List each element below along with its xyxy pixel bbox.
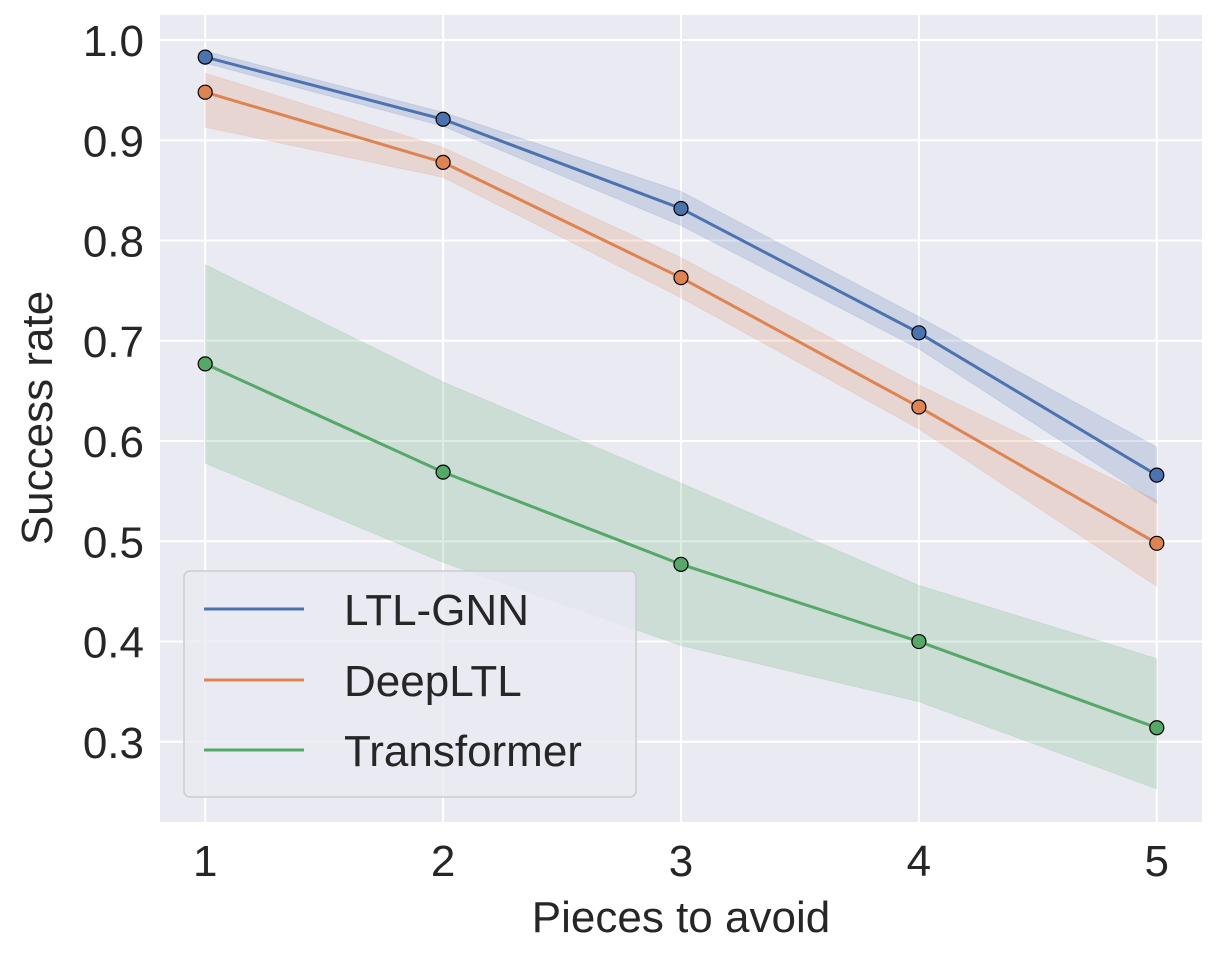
point-deepltl — [435, 154, 451, 170]
point-ltl-gnn — [197, 49, 213, 65]
x-tick-label: 3 — [669, 837, 693, 886]
point-deepltl — [197, 84, 213, 100]
point-ltl-gnn — [673, 200, 689, 217]
legend-box — [183, 570, 637, 798]
confidence-bands — [204, 50, 1158, 790]
y-tick-label: 0.5 — [83, 518, 144, 567]
point-ltl-gnn — [1149, 467, 1165, 483]
point-ltl-gnn — [911, 325, 927, 341]
x-tick-label: 1 — [193, 837, 217, 886]
y-tick-label: 0.7 — [83, 318, 144, 367]
y-tick-label: 0.4 — [83, 619, 144, 668]
x-tick-label: 5 — [1145, 837, 1169, 886]
legend-label-ltl-gnn: LTL-GNN — [344, 586, 529, 635]
band-transformer — [204, 263, 1158, 790]
point-deepltl — [673, 270, 689, 286]
y-tick-label: 0.3 — [83, 719, 144, 768]
x-axis-label: Pieces to avoid — [532, 893, 830, 942]
point-transformer — [435, 464, 451, 480]
x-tick-labels: 1 2 3 4 5 — [193, 837, 1169, 886]
y-tick-label: 0.6 — [83, 418, 144, 467]
point-transformer — [197, 356, 213, 372]
legend: LTL-GNN DeepLTL Transformer — [183, 570, 637, 798]
y-tick-label: 1.0 — [83, 17, 144, 66]
series-markers — [197, 49, 1165, 736]
point-transformer — [911, 633, 927, 650]
point-deepltl — [911, 399, 927, 415]
band-ltl-gnn — [204, 50, 1158, 505]
grid — [160, 15, 1202, 822]
legend-label-deepltl: DeepLTL — [344, 657, 522, 706]
point-deepltl — [1149, 535, 1165, 551]
y-axis-label: Success rate — [13, 291, 62, 545]
x-tick-label: 2 — [431, 837, 455, 886]
x-tick-label: 4 — [907, 837, 931, 886]
y-tick-labels: 0.3 0.4 0.5 0.6 0.7 0.8 0.9 1.0 — [83, 17, 144, 768]
point-transformer — [673, 556, 689, 572]
point-ltl-gnn — [435, 111, 451, 127]
y-tick-label: 0.9 — [83, 117, 144, 166]
y-tick-label: 0.8 — [83, 218, 144, 267]
legend-label-transformer: Transformer — [344, 727, 582, 776]
point-transformer — [1149, 720, 1165, 736]
band-deepltl — [204, 72, 1158, 588]
